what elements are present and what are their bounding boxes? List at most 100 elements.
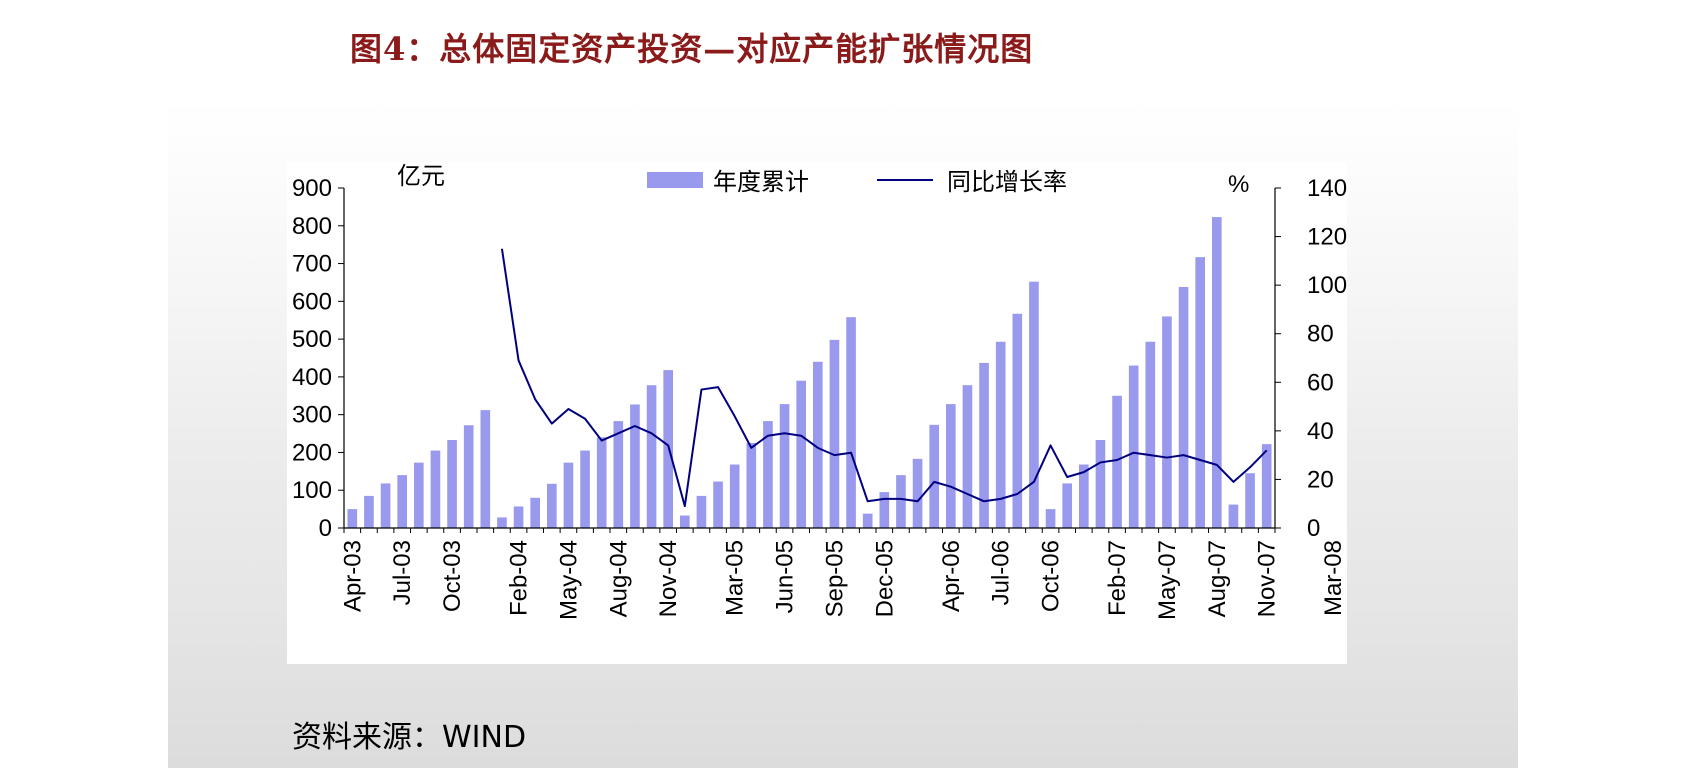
bar <box>447 439 457 528</box>
right-tick-label: 100 <box>1307 272 1347 299</box>
bar <box>945 404 956 528</box>
bar <box>397 475 408 528</box>
bar <box>879 492 890 528</box>
bar <box>713 481 723 528</box>
x-tick-label: Aug-04 <box>605 540 632 617</box>
bar <box>630 404 640 528</box>
left-tick-label: 500 <box>292 326 332 353</box>
bar <box>413 462 424 528</box>
x-tick-label: Apr-06 <box>938 540 965 612</box>
bar <box>862 513 873 528</box>
bar <box>796 380 807 528</box>
x-tick-label: Nov-07 <box>1254 540 1281 617</box>
bar <box>347 509 358 528</box>
right-tick-label: 20 <box>1307 466 1334 493</box>
bar <box>580 450 590 528</box>
bar <box>929 424 940 528</box>
left-tick-label: 100 <box>292 477 332 504</box>
bar <box>1029 281 1039 528</box>
left-tick-label: 600 <box>292 288 332 315</box>
left-tick-label: 300 <box>292 402 332 429</box>
right-tick-label: 120 <box>1307 224 1347 251</box>
x-tick-label: May-07 <box>1154 540 1181 620</box>
left-tick-label: 200 <box>292 439 332 466</box>
bar <box>563 462 574 528</box>
bar <box>513 506 524 528</box>
x-tick-label: May-04 <box>555 540 582 620</box>
bar <box>1112 395 1122 528</box>
legend-line-label: 同比增长率 <box>947 168 1067 196</box>
right-tick-label: 0 <box>1307 515 1320 542</box>
page-title: 图4：总体固定资产投资—对应产能扩张情况图 <box>350 30 1034 68</box>
legend-bar-label: 年度累计 <box>713 168 809 196</box>
bar <box>430 450 441 528</box>
bar <box>1211 217 1222 528</box>
bar <box>463 425 474 528</box>
bar <box>1178 286 1189 528</box>
bar <box>646 385 657 528</box>
chart-area: 0 100 200 300 400 500 600 700 800 900 0 20 40 60 80 100… <box>287 162 1347 664</box>
left-tick-label: 400 <box>292 364 332 391</box>
bar <box>613 421 624 528</box>
x-tick-label: Feb-07 <box>1104 540 1131 616</box>
bar <box>763 421 773 528</box>
bar <box>1261 444 1272 528</box>
bar <box>779 404 790 528</box>
bar <box>696 495 707 528</box>
bar <box>896 475 906 528</box>
right-unit-label: % <box>1228 171 1249 198</box>
bar <box>1228 504 1239 528</box>
bar <box>729 464 740 528</box>
left-tick-label: 900 <box>292 175 332 202</box>
x-tick-label: Nov-04 <box>655 540 682 617</box>
bar <box>846 317 856 528</box>
x-tick-label: Sep-05 <box>821 540 848 617</box>
left-tick-label: 800 <box>292 213 332 240</box>
x-tick-label: Jul-06 <box>988 540 1015 605</box>
bar <box>679 515 690 528</box>
x-tick-label: Aug-07 <box>1204 540 1231 617</box>
right-tick-label: 60 <box>1307 369 1334 396</box>
bar <box>364 495 374 528</box>
combo-chart: 0 100 200 300 400 500 600 700 800 900 0 20 40 60 80 100… <box>292 162 1347 620</box>
left-unit-label: 亿元 <box>397 162 445 190</box>
bar <box>1245 473 1255 528</box>
bar <box>1128 365 1139 528</box>
right-tick-label: 140 <box>1307 175 1347 202</box>
growth-line <box>500 248 1268 508</box>
bar <box>746 443 757 528</box>
bar <box>912 458 923 528</box>
bar <box>1045 509 1056 528</box>
bar <box>1095 439 1106 528</box>
right-tick-label: 40 <box>1307 418 1334 445</box>
bar <box>1012 313 1023 528</box>
right-tick-label: 80 <box>1307 321 1334 348</box>
x-tick-label: Dec-05 <box>871 540 898 617</box>
bar <box>995 341 1006 528</box>
bar <box>497 517 507 528</box>
source-label: 资料来源：WIND <box>292 720 527 755</box>
x-tick-label: Mar-08 <box>1320 540 1347 616</box>
left-tick-label: 0 <box>319 515 332 542</box>
bar <box>480 410 491 528</box>
bar <box>1078 464 1089 528</box>
x-tick-label: Apr-03 <box>339 540 366 612</box>
bar <box>812 361 823 528</box>
bar <box>530 497 541 528</box>
bar <box>1195 257 1206 528</box>
bar <box>380 483 391 528</box>
bar <box>962 385 973 528</box>
x-tick-label: Mar-05 <box>722 540 749 616</box>
bar <box>829 339 840 528</box>
bar <box>596 437 607 528</box>
x-tick-label: Oct-03 <box>439 540 466 612</box>
x-tick-label: Oct-06 <box>1038 540 1065 612</box>
bar <box>546 483 557 528</box>
legend-bar-swatch <box>647 172 703 188</box>
x-tick-label: Jun-05 <box>772 540 799 613</box>
left-tick-label: 700 <box>292 251 332 278</box>
x-tick-label: Jul-03 <box>389 540 416 605</box>
x-tick-label: Feb-04 <box>506 540 533 616</box>
bar <box>979 362 989 528</box>
bar <box>1062 483 1073 528</box>
